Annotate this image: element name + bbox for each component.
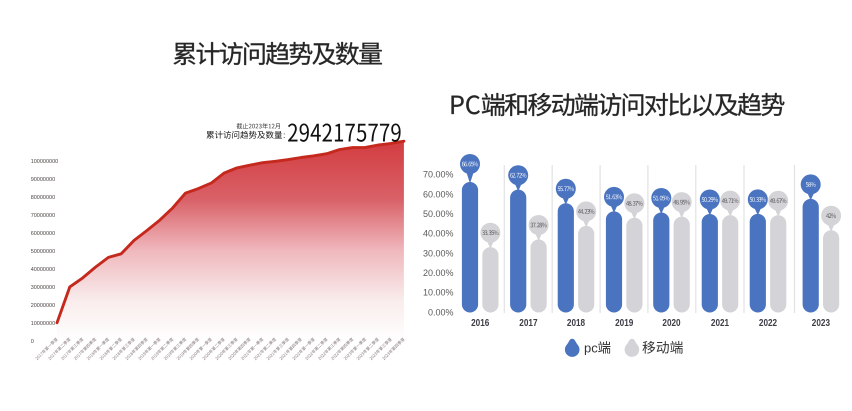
svg-text:pc: pc — [584, 341, 598, 356]
svg-text:2022: 2022 — [759, 316, 777, 328]
svg-text:2019: 2019 — [615, 316, 633, 328]
svg-text:60000000: 60000000 — [31, 231, 55, 237]
svg-text:20000000: 20000000 — [31, 303, 55, 309]
svg-text:60.00%: 60.00% — [423, 189, 454, 199]
svg-text:10.00%: 10.00% — [423, 288, 454, 298]
svg-text:2017: 2017 — [519, 316, 537, 328]
svg-text:50000000: 50000000 — [31, 249, 55, 255]
svg-text:0: 0 — [31, 339, 34, 345]
svg-text:2018: 2018 — [567, 316, 585, 328]
svg-text:100000000: 100000000 — [31, 159, 59, 165]
svg-text:2020: 2020 — [662, 316, 680, 328]
svg-text:80000000: 80000000 — [31, 195, 55, 201]
svg-text:70.00%: 70.00% — [423, 170, 454, 180]
svg-text::: : — [283, 130, 285, 140]
svg-text:2023: 2023 — [812, 316, 830, 328]
svg-text:50.00%: 50.00% — [423, 209, 454, 219]
svg-text:90000000: 90000000 — [31, 177, 55, 183]
svg-text:2016: 2016 — [471, 316, 489, 328]
svg-text:30000000: 30000000 — [31, 285, 55, 291]
svg-text:40000000: 40000000 — [31, 267, 55, 273]
svg-text:30.00%: 30.00% — [423, 248, 454, 258]
svg-text:0.00%: 0.00% — [428, 307, 454, 317]
svg-text:10000000: 10000000 — [31, 321, 55, 327]
svg-text:2021: 2021 — [711, 316, 729, 328]
svg-text:20.00%: 20.00% — [423, 268, 454, 278]
svg-text:70000000: 70000000 — [31, 213, 55, 219]
svg-text:40.00%: 40.00% — [423, 229, 454, 239]
